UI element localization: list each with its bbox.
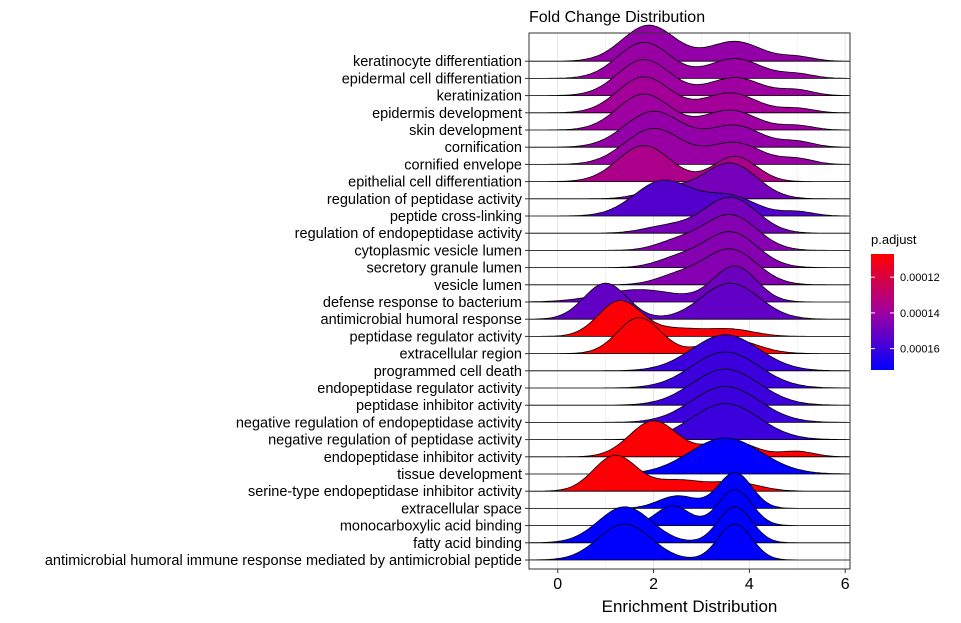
ridge-density [529, 162, 850, 200]
y-tick-label: cytoplasmic vesicle lumen [354, 243, 522, 259]
y-tick-label: extracellular space [401, 501, 522, 517]
ridge-density [529, 386, 850, 423]
plot-panel-border [528, 32, 851, 570]
y-tick-label: epidermis development [372, 106, 522, 122]
x-tick-label: 0 [553, 576, 562, 593]
y-tick-label: epithelial cell differentiation [348, 175, 522, 191]
ridge-density [529, 213, 850, 251]
legend-tick-label: 0.00014 [900, 308, 940, 320]
ridge-density [529, 179, 850, 217]
ridge-density [529, 368, 850, 406]
y-tick-label: regulation of peptidase activity [327, 192, 523, 208]
y-tick-label: antimicrobial humoral immune response me… [45, 553, 522, 569]
y-tick-label: endopeptidase inhibitor activity [324, 450, 523, 466]
ridge-density [529, 231, 850, 268]
legend-tick-label: 0.00012 [900, 272, 940, 284]
ridge-density [529, 110, 851, 148]
ridge-density [529, 334, 850, 372]
ridge-density [529, 351, 850, 389]
y-tick-label: monocarboxylic acid binding [340, 519, 522, 535]
y-tick-label: vesicle lumen [434, 278, 522, 294]
ridge-density [529, 420, 851, 458]
ridge-density [529, 437, 851, 475]
y-tick-label: fatty acid binding [413, 536, 522, 552]
y-tick-label: peptide cross-linking [390, 209, 522, 225]
ridge-density [529, 41, 850, 79]
ridge-density [529, 145, 850, 182]
ridge-density [529, 24, 850, 62]
legend-colorbar [871, 254, 894, 370]
ridge-density [529, 471, 850, 509]
ridge-density [528, 523, 850, 561]
x-axis-title: Enrichment Distribution [602, 597, 778, 616]
y-tick-label: endopeptidase regulator activity [317, 381, 522, 397]
ridges [528, 24, 851, 561]
ridge-density [529, 128, 851, 165]
ridge-density [529, 317, 850, 354]
ridge-density [529, 403, 850, 440]
chart-title: Fold Change Distribution [529, 9, 705, 26]
ridge-density [529, 454, 850, 492]
y-tick-label: defense response to bacterium [323, 295, 522, 311]
ridge-density [529, 76, 850, 114]
ridge-density [529, 196, 850, 234]
y-tick-label: regulation of endopeptidase activity [295, 226, 523, 242]
ridge-density [529, 299, 850, 337]
ridge-density [529, 248, 850, 286]
y-tick-label: secretory granule lumen [366, 261, 522, 277]
y-tick-label: tissue development [397, 467, 522, 483]
y-tick-label: skin development [409, 123, 522, 139]
x-tick-label: 4 [745, 576, 754, 593]
y-tick-label: cornified envelope [404, 157, 522, 173]
y-tick-label: peptidase regulator activity [350, 329, 523, 345]
x-axis: 0 2 4 6 [553, 569, 850, 593]
legend-ticks: 0.00012 0.00014 0.00016 [871, 272, 940, 356]
y-tick-label: keratinocyte differentiation [353, 54, 522, 70]
y-tick-label: negative regulation of endopeptidase act… [236, 415, 523, 431]
x-tick-label: 6 [841, 576, 850, 593]
y-tick-label: epidermal cell differentiation [342, 71, 522, 87]
y-tick-label: programmed cell death [374, 364, 522, 380]
ridge-density [529, 59, 851, 96]
legend-title: p.adjust [871, 232, 917, 247]
y-tick-label: cornification [445, 140, 522, 156]
ridge-density [529, 489, 850, 526]
legend-tick-label: 0.00016 [900, 344, 940, 356]
ridge-density [529, 93, 850, 131]
y-tick-label: negative regulation of peptidase activit… [268, 433, 523, 449]
legend: p.adjust 0.00012 0.00014 0.00016 [871, 232, 940, 370]
x-tick-label: 2 [649, 576, 658, 593]
y-tick-label: extracellular region [399, 347, 522, 363]
y-tick-label: serine-type endopeptidase inhibitor acti… [248, 484, 523, 500]
y-tick-label: antimicrobial humoral response [321, 312, 523, 328]
y-tick-label: keratinization [437, 89, 522, 105]
y-tick-label: peptidase inhibitor activity [356, 398, 523, 414]
